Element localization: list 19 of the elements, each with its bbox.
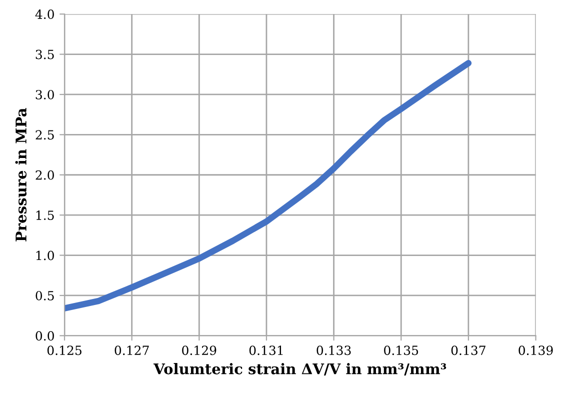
x-tick-label: 0.125 [47,346,82,356]
x-tick-label: 0.131 [249,346,283,356]
y-axis-title: Pressure in MPa [15,108,27,242]
x-tick-label: 0.129 [182,346,216,356]
x-tick-label: 0.137 [451,346,486,356]
y-tick-label: 0.0 [36,331,54,341]
x-axis-title: Volumteric strain ΔV/V in mm³/mm³ [153,363,446,376]
y-tick-label: 1.5 [36,210,54,220]
x-tick-label: 0.139 [518,346,553,356]
y-tick-label: 3.0 [36,90,54,100]
x-tick-label: 0.127 [114,346,149,356]
y-tick-label: 2.5 [36,130,54,140]
x-tick-label: 0.133 [316,346,351,356]
x-tick-label: 0.135 [384,346,418,356]
y-tick-label: 2.0 [36,170,54,180]
y-tick-label: 1.0 [36,250,54,260]
y-tick-label: 0.5 [36,290,54,300]
y-tick-label: 3.5 [36,50,54,60]
y-tick-label: 4.0 [35,10,54,19]
